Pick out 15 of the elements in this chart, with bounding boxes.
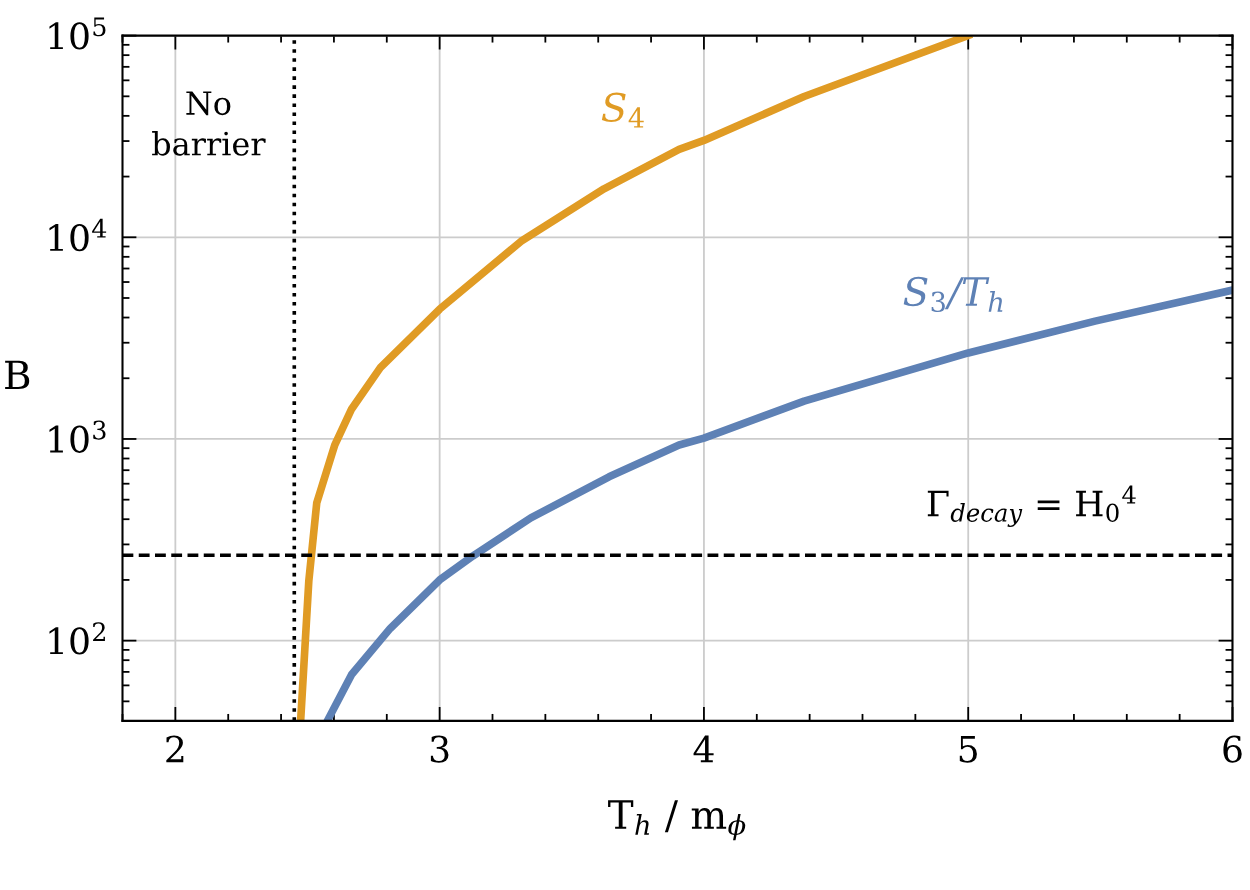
x-tick-label: 3 [430, 735, 449, 763]
x-tick-label: 2 [166, 735, 184, 763]
y-tick-label: 10$^{5}$ [49, 17, 106, 50]
y-tick-label: 10$^{2}$ [49, 622, 105, 655]
ref-line-label: No barrier [152, 91, 266, 156]
x-axis-title: T$_{h}$ / m$_{ϕ}$ [608, 800, 746, 841]
y-tick-label: 10$^{3}$ [49, 420, 106, 453]
x-tick-label: 6 [1223, 735, 1242, 763]
ref-line-label: Γ$_{decay}$ = H$_{0}$$^{4}$ [927, 485, 1136, 527]
x-tick-label: 5 [959, 735, 977, 763]
series-label: S$_{3}$/T$_{h}$ [903, 276, 1003, 313]
series-label: S$_{4}$ [601, 92, 644, 128]
y-tick-label: 10$^{4}$ [49, 218, 107, 252]
y-axis-title: B [5, 360, 30, 389]
x-tick-label: 4 [693, 735, 714, 763]
